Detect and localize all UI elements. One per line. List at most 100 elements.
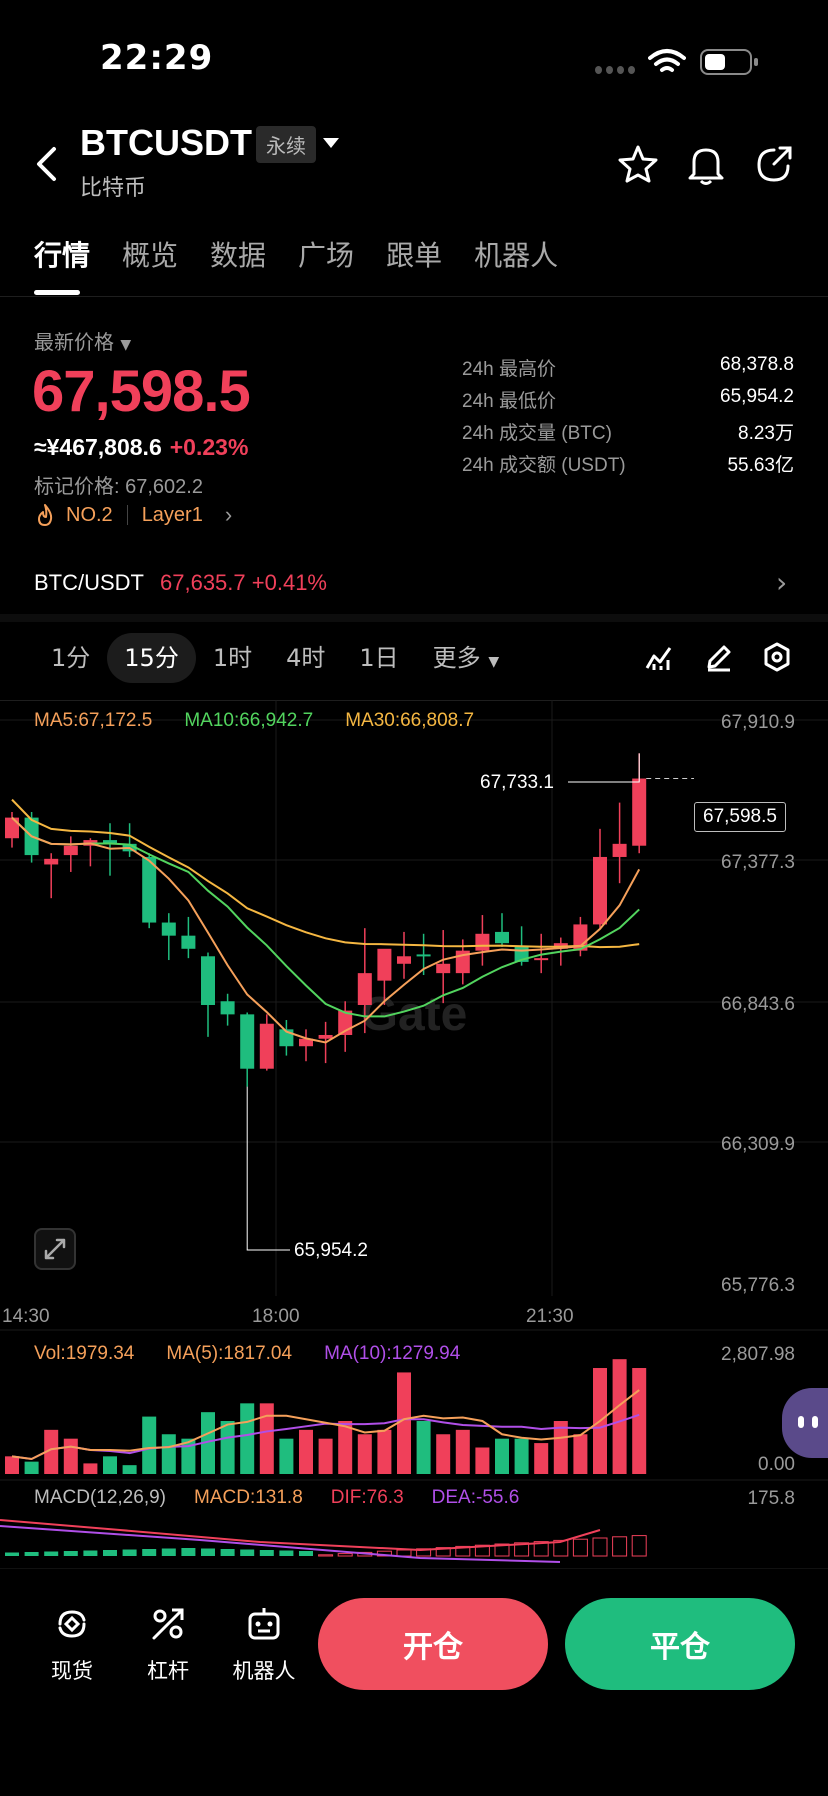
tab-square[interactable]: 广场 bbox=[298, 239, 355, 272]
interval-1d[interactable]: 1日 bbox=[359, 644, 399, 672]
volume-ma-lines bbox=[11, 1389, 640, 1461]
macd-bar bbox=[44, 1551, 59, 1556]
candle-body bbox=[377, 948, 392, 981]
ma-lines bbox=[11, 798, 641, 1044]
kline-chart[interactable]: Gate bbox=[0, 700, 828, 1570]
macd-bar bbox=[142, 1549, 157, 1556]
share-icon[interactable] bbox=[754, 144, 794, 184]
interval-1m[interactable]: 1分 bbox=[51, 644, 91, 672]
volume-bar bbox=[397, 1372, 411, 1474]
latest-price-label[interactable]: 最新价格 ▼ bbox=[34, 326, 131, 355]
macd-bar bbox=[122, 1549, 137, 1556]
expand-icon bbox=[44, 1238, 66, 1260]
volume-bars bbox=[5, 1359, 647, 1474]
divider bbox=[0, 1568, 828, 1569]
x-axis-label: 14:30 bbox=[2, 1306, 50, 1327]
interval-4h[interactable]: 4时 bbox=[286, 644, 326, 672]
bell-icon[interactable] bbox=[686, 144, 726, 186]
chart-grid bbox=[0, 700, 828, 1481]
volume-bar bbox=[5, 1456, 19, 1474]
candle-body bbox=[142, 856, 157, 923]
candle-body bbox=[534, 958, 549, 961]
candle-body bbox=[612, 843, 627, 857]
volume-bar bbox=[377, 1429, 392, 1474]
candle-body bbox=[220, 1001, 235, 1015]
candle-body bbox=[397, 956, 411, 964]
volume-bar bbox=[495, 1438, 509, 1474]
y-axis-label: 67,910.9 bbox=[721, 712, 795, 733]
macd-bar bbox=[299, 1551, 313, 1556]
volume-bar bbox=[103, 1456, 117, 1474]
interval-1h[interactable]: 1时 bbox=[212, 644, 253, 672]
category-tag: Layer1 bbox=[141, 503, 203, 526]
chevron-right-icon: › bbox=[224, 502, 233, 527]
candle-body bbox=[181, 935, 196, 949]
ma5-legend: MA5:67,172.5 bbox=[34, 710, 153, 731]
tab-market[interactable]: 行情 bbox=[34, 239, 91, 272]
assistant-face-icon bbox=[798, 1416, 818, 1428]
volume-bar bbox=[612, 1359, 627, 1474]
back-icon[interactable] bbox=[34, 146, 58, 182]
stat-value: 8.23万 bbox=[738, 423, 794, 444]
interval-15m[interactable]: 15分 bbox=[107, 633, 196, 683]
volume-bar bbox=[240, 1403, 255, 1474]
nav-margin[interactable]: 杠杆 bbox=[128, 1604, 208, 1685]
stat-row: 24h 成交额 (USDT) 55.63亿 bbox=[462, 450, 794, 482]
candle-body bbox=[475, 933, 490, 951]
candle-body bbox=[103, 840, 117, 844]
macd-bar bbox=[240, 1549, 255, 1556]
ma30-line bbox=[11, 798, 640, 949]
candle-body bbox=[161, 922, 176, 936]
nav-margin-label: 杠杆 bbox=[147, 1659, 189, 1683]
tab-bots[interactable]: 机器人 bbox=[474, 239, 559, 272]
stat-label: 24h 最低价 bbox=[462, 391, 556, 412]
macd-bar bbox=[220, 1549, 235, 1556]
signal-dots-icon bbox=[595, 66, 635, 74]
ma-legend: MA5:67,172.5 MA10:66,942.7 MA30:66,808.7 bbox=[34, 710, 474, 732]
open-position-button[interactable]: 开仓 bbox=[318, 1598, 548, 1690]
macd-bar bbox=[514, 1542, 530, 1557]
macd-bar bbox=[24, 1552, 39, 1556]
close-position-button[interactable]: 平仓 bbox=[565, 1598, 795, 1690]
cny-price-row: ≈¥467,808.6 +0.23% bbox=[34, 434, 248, 461]
volume-bar bbox=[573, 1434, 588, 1474]
nav-bots[interactable]: 机器人 bbox=[224, 1604, 304, 1685]
ma10-line bbox=[11, 816, 640, 1018]
stat-row: 24h 最低价 65,954.2 bbox=[462, 386, 794, 418]
macd-bar bbox=[5, 1552, 19, 1556]
nav-spot-label: 现货 bbox=[51, 1659, 93, 1683]
indicator-icon[interactable] bbox=[644, 642, 674, 672]
nav-spot[interactable]: 现货 bbox=[32, 1604, 112, 1685]
tab-overview[interactable]: 概览 bbox=[122, 239, 179, 272]
price-change: +0.23% bbox=[169, 434, 249, 460]
dif-line bbox=[0, 1519, 601, 1552]
contract-type-badge: 永续 bbox=[256, 126, 316, 163]
dropdown-caret-icon[interactable] bbox=[322, 136, 340, 150]
x-axis-label: 18:00 bbox=[252, 1306, 300, 1327]
volume-bar bbox=[436, 1434, 451, 1474]
symbol-title[interactable]: BTCUSDT bbox=[80, 122, 252, 163]
volume-bar bbox=[514, 1438, 529, 1474]
assistant-floating-button[interactable] bbox=[782, 1388, 828, 1458]
tab-copy-trading[interactable]: 跟单 bbox=[386, 239, 443, 272]
high-annotation: 67,733.1 bbox=[480, 772, 554, 793]
spot-pair-change: +0.41% bbox=[251, 570, 327, 595]
tag-row[interactable]: NO.2 Layer1 › bbox=[34, 502, 232, 528]
volume-bar bbox=[318, 1438, 333, 1474]
star-icon[interactable] bbox=[618, 144, 658, 184]
draw-pencil-icon[interactable] bbox=[704, 642, 734, 672]
macd-bar bbox=[435, 1547, 451, 1557]
low-annotation: 65,954.2 bbox=[294, 1240, 368, 1261]
candles bbox=[5, 753, 647, 1087]
settings-icon[interactable] bbox=[762, 642, 792, 672]
interval-more[interactable]: 更多 ▼ bbox=[416, 633, 516, 683]
tab-data[interactable]: 数据 bbox=[210, 239, 267, 272]
macd-bar bbox=[161, 1548, 176, 1556]
spot-pair-row[interactable]: BTC/USDT 67,635.7 +0.41% bbox=[34, 570, 327, 596]
high-leader-line bbox=[568, 753, 640, 783]
macd-bar bbox=[63, 1551, 78, 1556]
chevron-right-icon[interactable]: › bbox=[776, 566, 788, 599]
latest-price-label-text: 最新价格 bbox=[34, 330, 114, 354]
expand-chart-button[interactable] bbox=[34, 1228, 76, 1270]
volume-bar bbox=[122, 1465, 137, 1474]
